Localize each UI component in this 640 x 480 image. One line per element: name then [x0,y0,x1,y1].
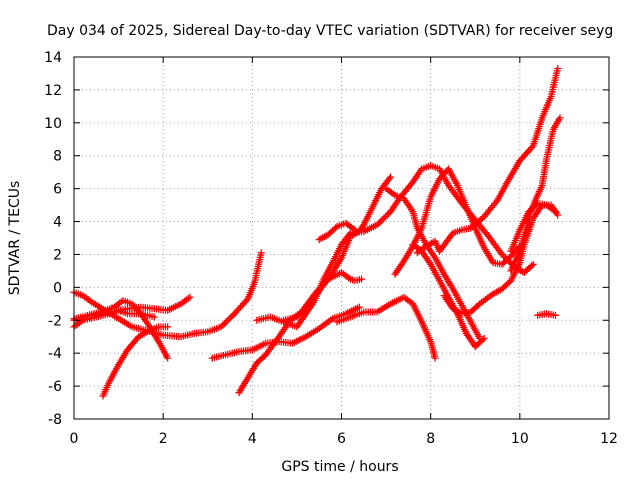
data-point-marker [359,222,367,230]
data-point-marker [224,316,232,324]
data-series [70,65,564,400]
x-tick-label: 12 [600,431,618,447]
data-point-marker [383,211,391,219]
data-point-marker [480,334,488,342]
data-point-marker [387,173,395,181]
y-tick-label: 8 [53,149,62,165]
data-point-marker [385,209,393,217]
data-point-marker [528,144,536,151]
data-point-marker [552,311,559,319]
data-point-marker [552,208,559,216]
x-tick-label: 4 [248,431,257,447]
grid-lines [74,57,609,419]
data-point-marker [375,219,383,227]
y-tick-label: 0 [53,280,62,296]
data-point-marker [227,313,235,321]
series-s19 [534,310,559,319]
data-point-marker [150,313,158,321]
y-tick-label: 6 [53,182,62,198]
y-tick-label: 12 [44,83,62,99]
x-tick-label: 2 [159,431,168,447]
y-tick-label: 4 [53,215,62,231]
data-point-marker [478,214,486,222]
y-tick-label: 14 [44,50,62,66]
data-point-marker [498,250,506,258]
data-point-marker [186,293,194,301]
series-s6 [208,303,363,362]
data-point-marker [380,214,388,222]
data-point-marker [431,354,439,362]
x-tick-label: 10 [511,431,529,447]
data-point-marker [385,175,393,183]
series-s11 [333,293,439,362]
x-axis-label: GPS time / hours [281,459,398,475]
data-point-marker [242,297,250,305]
series-s18 [507,199,559,255]
data-point-marker [529,260,537,268]
y-tick-label: 2 [53,247,62,263]
series-s2 [70,249,265,341]
data-point-marker [164,323,172,331]
data-point-marker [225,315,233,323]
data-point-marker [229,311,237,319]
data-point-marker [378,216,386,224]
data-point-marker [382,213,390,221]
data-point-marker [351,226,359,234]
series-s4 [70,293,194,323]
y-tick-label: 10 [44,116,62,132]
series-s15 [409,241,488,351]
series-s5 [99,323,172,400]
data-point-marker [332,224,340,232]
data-point-marker [222,318,230,326]
y-tick-label: -2 [48,313,62,329]
series-s14 [382,185,484,342]
x-tick-label: 0 [70,431,79,447]
chart-title: Day 034 of 2025, Sidereal Day-to-day VTE… [47,23,613,39]
x-axis-ticks: 0 2 4 6 8 10 12 [70,57,618,447]
data-point-marker [377,218,385,226]
data-point-marker [164,354,172,362]
y-tick-label: -8 [48,412,62,428]
series-s13 [413,65,562,257]
data-point-marker [219,321,227,329]
data-point-marker [554,65,562,73]
y-axis-ticks: -8 -6 -4 -2 0 2 4 6 8 10 12 14 [44,50,609,428]
data-point-marker [217,323,225,331]
y-tick-label: -6 [48,379,62,395]
series-s12 [391,165,524,278]
data-point-marker [220,320,228,328]
data-point-marker [135,308,143,316]
series-s10 [315,219,359,244]
x-tick-label: 8 [426,431,435,447]
data-point-marker [500,252,508,260]
y-axis-label: SDTVAR / TECUs [7,181,23,296]
data-point-marker [358,275,366,283]
y-tick-label: -4 [48,346,62,362]
data-point-marker [532,201,540,209]
data-point-marker [257,249,265,257]
x-tick-label: 6 [337,431,346,447]
data-point-marker [479,336,487,344]
data-point-marker [355,303,363,311]
data-point-marker [528,262,536,270]
data-point-marker [556,114,564,122]
data-point-marker [373,221,381,229]
